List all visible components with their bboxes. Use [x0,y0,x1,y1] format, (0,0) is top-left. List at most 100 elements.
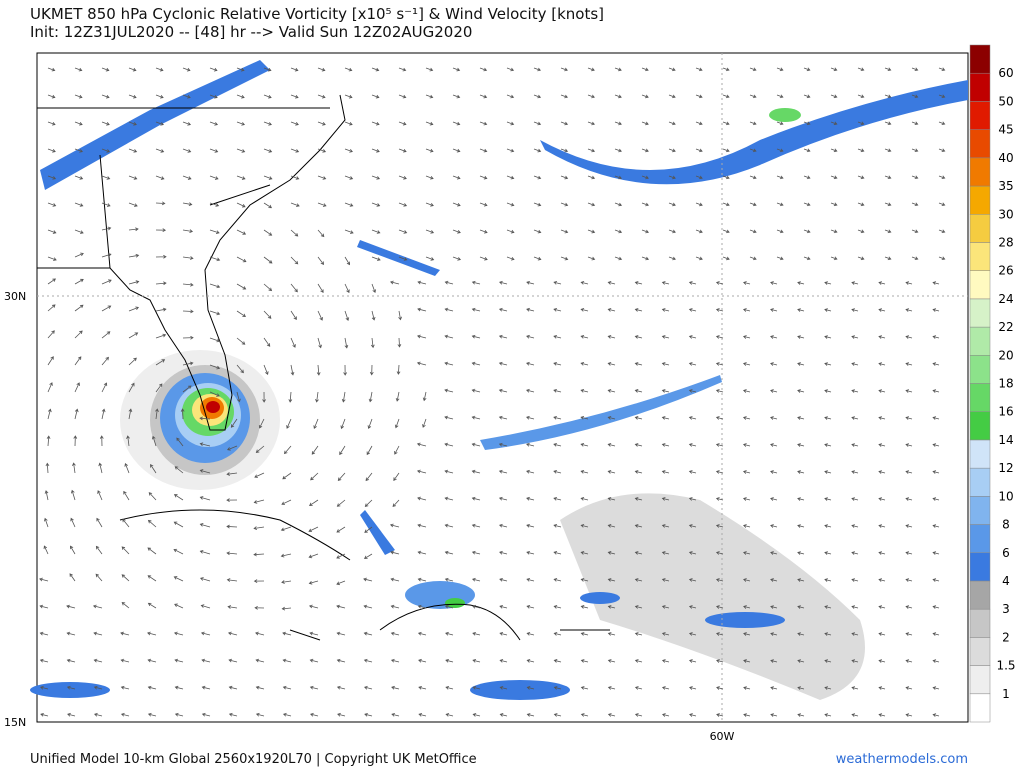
wind-arrow [173,548,184,555]
wind-arrow [905,308,913,312]
wind-arrow [66,658,76,663]
wind-arrow [95,573,103,582]
wind-arrow [472,631,481,636]
wind-arrow [770,551,778,555]
wind-arrow [553,334,562,339]
wind-arrow [101,121,110,126]
wind-arrow [830,94,838,99]
wind-arrow [878,389,886,393]
colorbar-cell [969,552,991,582]
wind-arrow [830,121,838,126]
wind-arrow [857,94,865,99]
wind-arrow [614,121,622,126]
wind-arrow [398,310,402,321]
wind-arrow [526,713,535,717]
wind-arrow [263,67,272,72]
wind-arrow [155,383,163,393]
wind-arrow [770,470,778,474]
wind-arrow [69,545,76,555]
wind-arrow [851,335,859,339]
wind-arrow [641,94,649,99]
wind-arrow [417,307,427,312]
wind-arrow [857,175,865,180]
wind-arrow [344,121,353,126]
wind-arrow [182,335,194,340]
wind-arrow [425,202,434,207]
wind-arrow [743,686,751,690]
wind-arrow [742,362,751,366]
wind-arrow [580,713,589,717]
colorbar-label: 20 [998,348,1013,362]
wind-arrow [344,67,353,72]
wind-arrow [932,389,940,393]
wind-arrow [716,659,724,663]
wind-arrow [553,496,562,501]
graticule [37,53,968,722]
wind-arrow [749,202,757,207]
wind-arrow [43,545,49,555]
wind-arrow [444,334,454,339]
wind-arrow [797,551,805,555]
wind-arrow [830,148,838,153]
wind-arrow [47,121,56,126]
wind-arrow [634,632,643,636]
wind-arrow [797,578,805,582]
wind-arrow [226,498,238,502]
wind-arrow [46,435,51,447]
wind-arrow [580,442,589,447]
wind-arrow [824,281,832,285]
wind-arrow [715,335,724,339]
colorbar-cell [969,355,991,384]
wind-arrow [851,416,859,420]
wind-arrow [309,499,319,506]
wind-arrow [851,524,859,528]
wind-arrow [634,659,643,663]
wind-arrow [209,337,221,343]
wind-arrow [200,631,211,636]
wind-arrow [182,175,192,180]
colorbar-label: 6 [1002,546,1010,560]
wind-arrow [688,308,697,312]
wind-arrow [317,121,326,126]
wind-arrow [174,685,184,690]
wind-arrow [74,148,83,153]
wind-arrow [121,602,130,609]
wind-arrow [932,686,940,690]
wind-arrow [182,121,192,126]
wind-arrow [471,496,481,501]
wind-arrow [337,712,346,717]
wind-arrow [715,524,724,528]
wind-arrow [607,632,616,636]
wind-arrow [209,391,220,397]
wind-arrow [444,361,454,366]
wind-arrow [824,686,832,690]
wind-arrow [479,67,488,72]
wind-arrow [580,388,589,393]
wind-arrow [308,526,319,533]
wind-arrow [236,121,246,126]
wind-arrow [722,256,730,261]
wind-arrow [506,148,515,153]
wind-arrow [715,281,724,285]
wind-arrow [471,523,481,528]
wind-arrow [797,605,805,609]
wind-arrow [452,256,462,261]
wind-arrow [499,631,508,636]
wind-arrow [587,229,596,234]
wind-arrow [668,175,676,180]
wind-arrow [905,416,913,420]
wind-arrow [40,712,49,717]
wind-arrow [155,408,159,420]
wind-arrow [716,686,724,690]
wind-arrow [148,492,157,501]
colorbar-label: 35 [998,179,1013,193]
wind-arrow [209,148,219,153]
wind-arrow [560,202,569,207]
site-link[interactable]: weathermodels.com [836,752,968,767]
wind-arrow [445,631,454,636]
colorbar-cell [969,270,991,300]
wind-arrow [471,442,481,447]
wind-arrow [390,280,400,285]
wind-arrow [209,202,220,207]
